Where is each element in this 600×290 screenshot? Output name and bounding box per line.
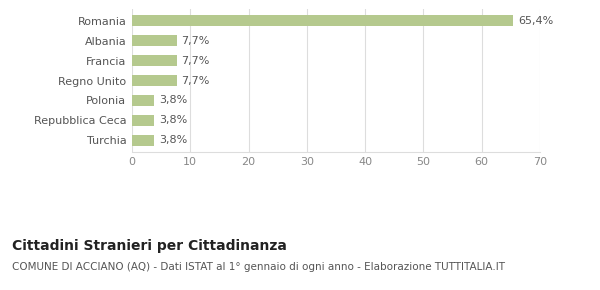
Text: 65,4%: 65,4%: [518, 16, 553, 26]
Text: 7,7%: 7,7%: [182, 36, 210, 46]
Bar: [132, 115, 154, 126]
Text: 3,8%: 3,8%: [159, 115, 187, 125]
Bar: [132, 15, 513, 26]
Text: 3,8%: 3,8%: [159, 95, 187, 106]
Bar: [132, 95, 154, 106]
Text: COMUNE DI ACCIANO (AQ) - Dati ISTAT al 1° gennaio di ogni anno - Elaborazione TU: COMUNE DI ACCIANO (AQ) - Dati ISTAT al 1…: [12, 262, 505, 272]
Bar: [132, 55, 177, 66]
Text: 3,8%: 3,8%: [159, 135, 187, 145]
Text: 7,7%: 7,7%: [182, 56, 210, 66]
Text: Cittadini Stranieri per Cittadinanza: Cittadini Stranieri per Cittadinanza: [12, 239, 287, 253]
Bar: [132, 135, 154, 146]
Text: 7,7%: 7,7%: [182, 75, 210, 86]
Bar: [132, 75, 177, 86]
Bar: [132, 35, 177, 46]
